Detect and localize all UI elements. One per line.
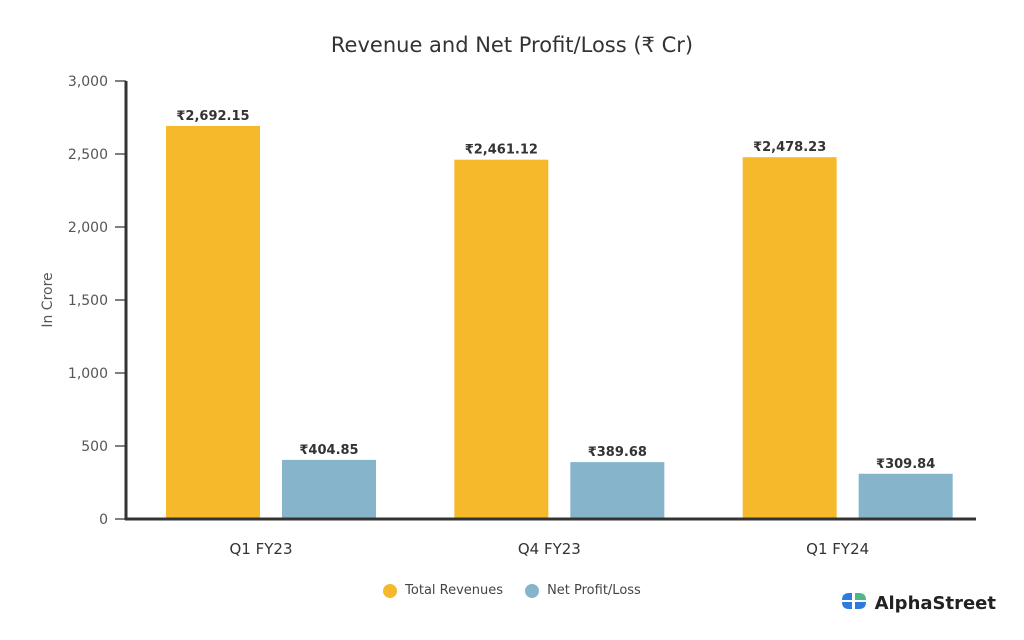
data-label: ₹2,692.15 — [176, 109, 249, 124]
y-axis-label: In Crore — [40, 272, 56, 327]
bar-net-profit[interactable] — [570, 462, 665, 519]
brand-logo: AlphaStreet — [841, 592, 996, 615]
data-label: ₹404.85 — [299, 443, 358, 458]
bar-revenue[interactable] — [166, 125, 260, 519]
y-tick-label: 2,500 — [68, 147, 108, 163]
brand-name: AlphaStreet — [874, 593, 996, 614]
legend-label: Total Revenues — [405, 583, 504, 598]
bar-revenue[interactable] — [454, 159, 549, 519]
y-tick-label: 1,500 — [68, 293, 108, 309]
bars: ₹2,692.15 ₹404.85 ₹2,461.12 ₹389.68 ₹2,478.2… — [166, 109, 953, 520]
legend: Total Revenues Net Profit/Loss — [0, 583, 1024, 598]
bar-net-profit[interactable] — [282, 459, 376, 519]
chart-title: Revenue and Net Profit/Loss (₹ Cr) — [331, 33, 693, 57]
data-label: ₹309.84 — [876, 457, 935, 472]
y-tick-label: 3,000 — [68, 74, 108, 90]
legend-item-net-profit[interactable]: Net Profit/Loss — [525, 583, 641, 598]
x-category-label: Q1 FY23 — [230, 540, 293, 558]
bar-net-profit[interactable] — [858, 473, 953, 519]
legend-swatch-revenues — [383, 583, 398, 598]
legend-label: Net Profit/Loss — [547, 583, 641, 598]
data-label: ₹2,461.12 — [465, 143, 538, 158]
legend-swatch-net-profit — [525, 583, 540, 598]
y-tick-label: 500 — [81, 439, 108, 455]
y-tick-label: 0 — [99, 512, 108, 528]
y-tick-label: 1,000 — [68, 366, 108, 382]
legend-item-total-revenues[interactable]: Total Revenues — [383, 583, 503, 598]
alphastreet-logo-icon — [841, 592, 867, 615]
data-label: ₹2,478.23 — [753, 140, 826, 155]
x-axis-categories: Q1 FY23 Q4 FY23 Q1 FY24 — [230, 540, 870, 558]
y-tick-label: 2,000 — [68, 220, 108, 236]
x-category-label: Q1 FY24 — [806, 540, 869, 558]
x-category-label: Q4 FY23 — [518, 540, 581, 558]
bar-revenue[interactable] — [742, 157, 837, 520]
y-axis-ticks: 0 500 1,000 1,500 2,000 2,500 3,000 — [68, 74, 126, 528]
data-label: ₹389.68 — [588, 445, 647, 460]
